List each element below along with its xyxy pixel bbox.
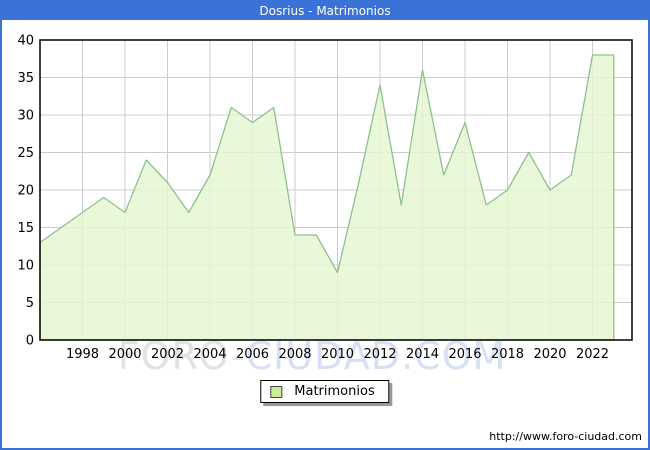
svg-text:2004: 2004 <box>193 347 226 362</box>
svg-text:2016: 2016 <box>448 347 481 362</box>
svg-text:2022: 2022 <box>576 347 609 362</box>
svg-text:40: 40 <box>17 34 34 49</box>
watermark: FORO-CIUDAD.COM <box>118 334 507 378</box>
svg-text:2020: 2020 <box>533 347 566 362</box>
svg-text:2008: 2008 <box>278 347 311 362</box>
legend: Matrimonios <box>260 380 390 403</box>
svg-text:20: 20 <box>17 184 34 199</box>
svg-text:35: 35 <box>17 71 34 86</box>
svg-text:2012: 2012 <box>363 347 396 362</box>
plot-border <box>39 39 633 341</box>
footer-link[interactable]: http://www.foro-ciudad.com <box>489 430 642 443</box>
area-series <box>39 54 615 341</box>
svg-text:2014: 2014 <box>406 347 439 362</box>
legend-label: Matrimonios <box>294 384 375 399</box>
svg-text:30: 30 <box>17 109 34 124</box>
footer: http://www.foro-ciudad.com <box>489 430 642 443</box>
y-axis-labels: 0 5 10 15 20 25 30 35 40 <box>17 34 34 349</box>
svg-text:2002: 2002 <box>151 347 184 362</box>
svg-text:2006: 2006 <box>236 347 269 362</box>
svg-text:0: 0 <box>26 334 34 349</box>
svg-text:2000: 2000 <box>108 347 141 362</box>
page-title: Dosrius - Matrimonios <box>259 4 391 18</box>
title-bar: Dosrius - Matrimonios <box>2 2 648 20</box>
svg-text:2010: 2010 <box>321 347 354 362</box>
svg-text:15: 15 <box>17 221 34 236</box>
legend-swatch-icon <box>270 385 283 398</box>
x-axis-labels: 1998 2000 2002 2004 2006 2008 2010 2012 2014 2016… <box>66 347 609 362</box>
svg-text:1998: 1998 <box>66 347 99 362</box>
svg-text:10: 10 <box>17 259 34 274</box>
svg-text:5: 5 <box>26 296 34 311</box>
svg-text:2018: 2018 <box>491 347 524 362</box>
svg-text:25: 25 <box>17 146 34 161</box>
